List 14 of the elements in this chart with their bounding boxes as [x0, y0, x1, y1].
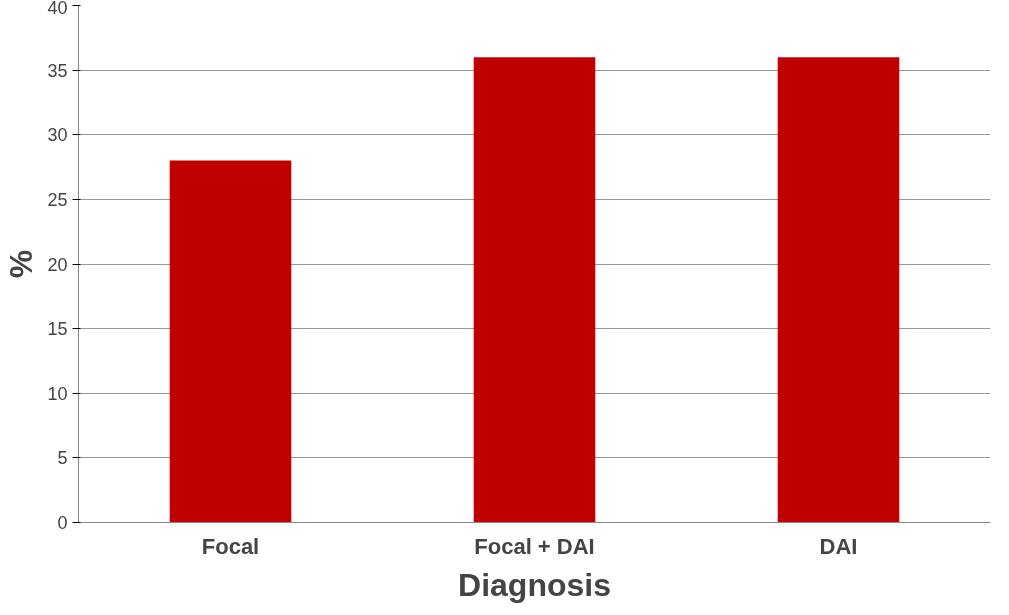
y-tick-label: 5 [57, 448, 68, 469]
y-tick-label: 40 [47, 0, 68, 18]
y-tick-label: 10 [47, 383, 68, 404]
x-axis-title: Diagnosis [458, 566, 611, 603]
y-tick-label: 30 [47, 125, 68, 146]
x-tick-label: DAI [819, 533, 858, 559]
y-tick-label: 35 [47, 60, 68, 81]
y-tick-label: 15 [47, 319, 68, 340]
x-tick-label: Focal + DAI [474, 533, 595, 559]
y-tick-label: 20 [47, 254, 68, 275]
y-tick-label: 25 [47, 189, 68, 210]
x-tick-label: Focal [201, 533, 260, 559]
y-tick-label: 0 [57, 513, 68, 533]
y-axis-title: % [3, 249, 40, 279]
